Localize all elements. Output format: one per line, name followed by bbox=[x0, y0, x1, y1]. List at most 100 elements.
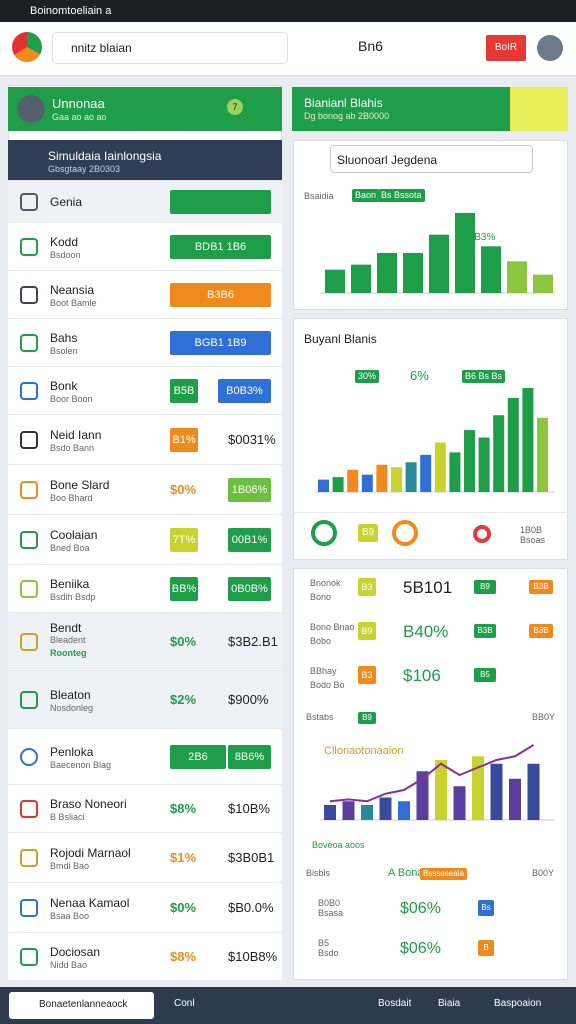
chart bbox=[320, 213, 555, 294]
stat-tag: B3 bbox=[358, 578, 376, 596]
list-row[interactable]: Genia bbox=[8, 180, 282, 222]
bar bbox=[507, 261, 527, 293]
chart-title: Bstabs bbox=[306, 712, 334, 722]
bar bbox=[455, 213, 475, 293]
list-row[interactable]: Bonk Boor Boon B5B B0B3% bbox=[8, 366, 282, 414]
bottom-item[interactable]: Bosdait bbox=[378, 998, 412, 1009]
footer-note: B5 Bsdo bbox=[318, 938, 339, 958]
row-value: $B0.0% bbox=[228, 900, 274, 915]
bar bbox=[351, 264, 371, 293]
row-sub: Boo Bhard bbox=[50, 493, 93, 503]
row-sub: Boor Boon bbox=[50, 394, 93, 404]
stat-label: Bnonok bbox=[310, 578, 341, 588]
list-row[interactable]: Dociosan Nidd Bao $8% $10B8% bbox=[8, 932, 282, 980]
list-row[interactable]: Bendt Bleadent Roonteg $0% $3B2.B1 bbox=[8, 612, 282, 670]
search-box[interactable]: nnitz blaian bbox=[52, 32, 288, 64]
list-row[interactable]: Rojodi Marnaol Bmdi Bao $1% $3B0B1 bbox=[8, 832, 282, 882]
annotation: B3B3% bbox=[462, 232, 496, 243]
bottom-item[interactable]: Baspoaion bbox=[494, 998, 542, 1009]
row-value: $0031% bbox=[228, 432, 276, 447]
stat-sub: Bodo Bo bbox=[310, 680, 345, 690]
row-tag: 7T% bbox=[170, 528, 198, 552]
bottom-item[interactable]: Biaia bbox=[438, 998, 461, 1009]
row-value: 00B1% bbox=[228, 528, 271, 552]
row-icon bbox=[20, 481, 38, 499]
divider bbox=[293, 512, 568, 513]
list-row[interactable]: Kodd Bsdoon BDB1 1B6 bbox=[8, 222, 282, 270]
row-value: $10B8% bbox=[228, 949, 278, 964]
row-icon bbox=[20, 899, 38, 917]
stat-value: $106 bbox=[403, 666, 441, 685]
chart-right: BB0Y bbox=[532, 712, 556, 722]
bar bbox=[478, 437, 490, 492]
section-title: Simuldaia Iainlongsia bbox=[48, 149, 162, 163]
stat-tag: B3 bbox=[358, 666, 376, 684]
row-tag: BB% bbox=[170, 577, 198, 601]
row-tag: B1% bbox=[170, 428, 198, 452]
panel bbox=[293, 568, 568, 980]
list-row[interactable]: Nenaa Kamaol Bsaa Boo $0% $B0.0% bbox=[8, 882, 282, 932]
row-sub: Bsdo Bann bbox=[50, 443, 95, 453]
row-sub: Bsdoon bbox=[50, 250, 81, 260]
row-sub: Bsolen bbox=[50, 346, 78, 356]
row-value: 8B6% bbox=[228, 745, 271, 769]
action-button[interactable]: BoIR bbox=[486, 35, 526, 61]
bar bbox=[332, 477, 344, 492]
row-sub: Bned Boa bbox=[50, 543, 90, 553]
panel bbox=[293, 318, 568, 560]
row-sub: Nosdonleg bbox=[50, 703, 94, 713]
bar bbox=[405, 462, 417, 492]
banner-sub: Dg bonog ab 2B0000 bbox=[304, 111, 390, 121]
row-icon bbox=[20, 691, 38, 709]
bar bbox=[361, 474, 373, 492]
row-sub: Bmdi Bao bbox=[50, 861, 90, 871]
bar bbox=[490, 763, 503, 820]
bar bbox=[361, 805, 373, 820]
stat-label: Bono Bnao bbox=[310, 622, 355, 632]
footer-value: $06% bbox=[400, 900, 441, 917]
row-label: Beniika bbox=[50, 577, 90, 591]
row-tag: $2% bbox=[170, 692, 197, 707]
row-tag: $1% bbox=[170, 850, 197, 865]
row-label: Kodd bbox=[50, 235, 79, 249]
list-row[interactable]: Neid Iann Bsdo Bann B1% $0031% bbox=[8, 414, 282, 464]
row-icon bbox=[20, 193, 38, 211]
list-row[interactable]: Penloka Baecenon Blag 2B6 8B6% bbox=[8, 728, 282, 784]
bottom-input[interactable]: Bonaetenlanneaock bbox=[9, 992, 154, 1019]
list-row[interactable]: Bahs Bsolen BGB1 1B9 bbox=[8, 318, 282, 366]
footer-value: $06% bbox=[400, 940, 441, 957]
bar bbox=[522, 388, 534, 492]
status-title: Boinomtoeliain a bbox=[30, 5, 112, 17]
row-sub2: Roonteg bbox=[50, 648, 87, 658]
row-icon bbox=[20, 580, 38, 598]
list-row[interactable]: Neansia Boot Bamle B3B6 bbox=[8, 270, 282, 318]
annotation: Cllonaotonaaion bbox=[324, 745, 404, 757]
row-value: $3B2.B1 bbox=[228, 634, 278, 649]
list-row[interactable]: Beniika Bsdih Bsdp BB% 0B0B% bbox=[8, 564, 282, 612]
icon bbox=[392, 520, 418, 546]
row-sub: Boot Bamle bbox=[50, 298, 97, 308]
notifications[interactable]: Bn6 bbox=[358, 38, 383, 54]
row-label: Bone Slard bbox=[50, 478, 110, 492]
bar bbox=[481, 246, 501, 293]
bottom-tab[interactable]: Conl bbox=[174, 998, 195, 1009]
stat-value: 5B101 bbox=[403, 578, 453, 597]
list-row[interactable]: Bone Slard Boo Bhard $0% 1B06% bbox=[8, 464, 282, 514]
line-series bbox=[329, 744, 535, 803]
footer-note: B0B0 Bsasa bbox=[318, 898, 344, 918]
list-row[interactable]: Braso Noneori B Bsliaci $8% $10B% bbox=[8, 784, 282, 832]
list-row[interactable]: Bleaton Nosdonleg $2% $900% bbox=[8, 670, 282, 728]
logo bbox=[12, 32, 42, 62]
legend-tag: 6% bbox=[410, 368, 429, 383]
list-row[interactable]: Coolaian Bned Boa 7T% 00B1% bbox=[8, 514, 282, 564]
row-icon bbox=[20, 748, 38, 766]
row-value: 1B06% bbox=[228, 478, 271, 502]
chart-tag: B9 bbox=[358, 712, 376, 724]
row-sub: Bleadent bbox=[50, 635, 86, 645]
chart-title: Buyanl Blanis bbox=[304, 332, 377, 346]
bar bbox=[403, 253, 423, 293]
row-icon bbox=[20, 800, 38, 818]
row-label: Penloka bbox=[50, 745, 94, 759]
